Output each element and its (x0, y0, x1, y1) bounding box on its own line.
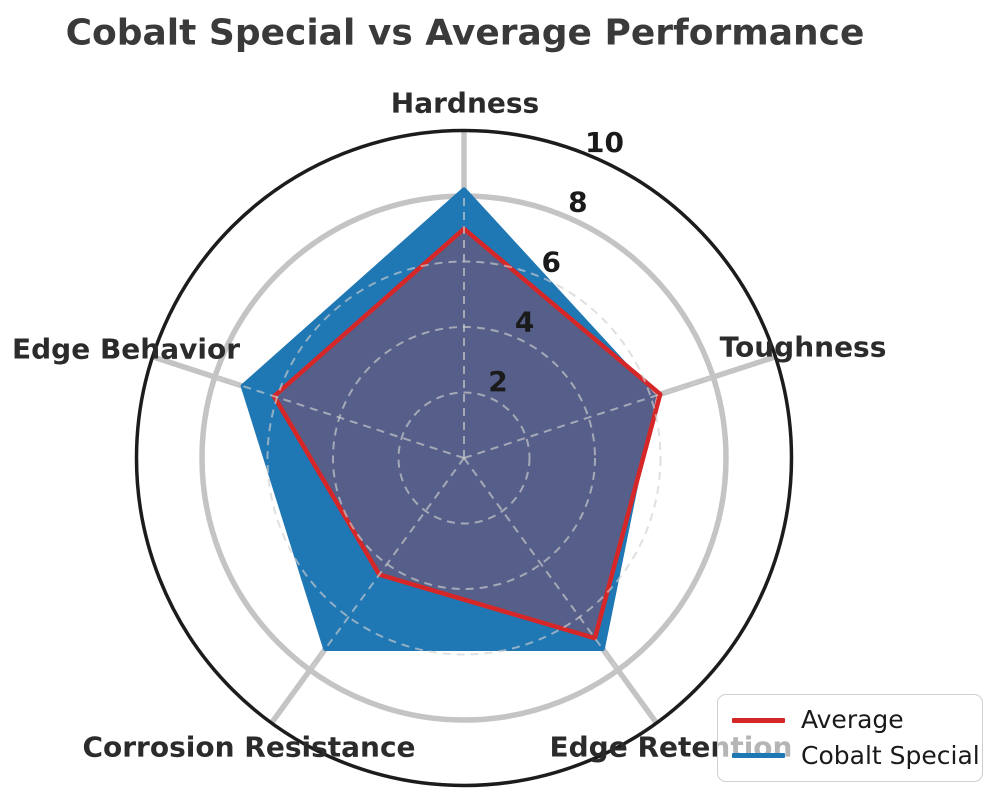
legend-label-cobalt-special: Cobalt Special (801, 740, 980, 770)
axis-label-corrosion-resistance: Corrosion Resistance (82, 730, 416, 764)
radial-tick-label-10: 10 (585, 126, 624, 159)
grid-dashed-spoke-toughness (463, 376, 714, 459)
radial-tick-label-6: 6 (542, 246, 561, 279)
outer-ring (134, 128, 794, 788)
axis-label-hardness: Hardness (390, 86, 540, 120)
legend-item-cobalt-special: Cobalt Special (718, 740, 982, 771)
legend: Average Cobalt Special (717, 694, 983, 782)
grid-circle-2 (397, 391, 531, 525)
radial-tick-label-4: 4 (515, 305, 534, 338)
legend-label-average: Average (801, 704, 904, 734)
radial-tick-label-2: 2 (488, 365, 507, 398)
legend-swatch-average (732, 717, 785, 723)
legend-item-average: Average (718, 704, 982, 735)
series-polygon-average (271, 226, 663, 641)
axis-label-edge-behavior: Edge Behavior (11, 332, 241, 366)
legend-swatch-cobalt-special (732, 753, 785, 759)
grid-dashed-spoke-corrosion-resistance (309, 457, 465, 671)
grid-dashed-spoke-edge-retention (463, 457, 619, 671)
grid-dashed-spoke-edge-behavior (214, 376, 465, 459)
radial-tick-label-8: 8 (568, 186, 587, 219)
axis-label-toughness: Toughness (719, 330, 887, 364)
chart-title: Cobalt Special vs Average Performance (65, 12, 865, 54)
